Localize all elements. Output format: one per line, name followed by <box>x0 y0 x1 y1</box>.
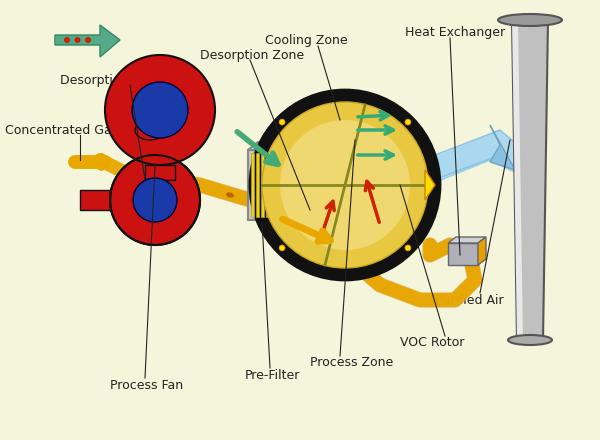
Text: Process Fan: Process Fan <box>110 378 183 392</box>
Polygon shape <box>278 142 288 220</box>
Polygon shape <box>251 153 254 217</box>
Circle shape <box>250 90 440 280</box>
Circle shape <box>105 55 215 165</box>
Ellipse shape <box>508 335 552 345</box>
Polygon shape <box>490 125 515 170</box>
Polygon shape <box>80 190 110 210</box>
Circle shape <box>110 155 200 245</box>
Circle shape <box>64 37 70 43</box>
Polygon shape <box>425 170 435 200</box>
Text: Purified Air: Purified Air <box>435 293 503 307</box>
Polygon shape <box>135 155 175 165</box>
Text: Cooling Zone: Cooling Zone <box>265 33 347 47</box>
Circle shape <box>405 119 411 125</box>
Polygon shape <box>448 237 486 243</box>
Text: Concentrated Gas: Concentrated Gas <box>5 124 118 136</box>
Ellipse shape <box>226 192 234 198</box>
Circle shape <box>262 102 428 268</box>
Circle shape <box>132 82 188 138</box>
Circle shape <box>85 37 91 43</box>
Text: Desorption Zone: Desorption Zone <box>200 48 304 62</box>
Polygon shape <box>256 153 259 217</box>
Text: Process Zone: Process Zone <box>310 356 393 369</box>
Ellipse shape <box>498 14 562 26</box>
Polygon shape <box>271 153 274 217</box>
Text: Desorption Fan: Desorption Fan <box>60 73 154 87</box>
Circle shape <box>279 119 285 125</box>
Text: Heat Exchanger: Heat Exchanger <box>405 26 505 39</box>
Polygon shape <box>248 142 288 150</box>
Ellipse shape <box>135 120 165 140</box>
Circle shape <box>279 245 285 251</box>
Circle shape <box>133 178 177 222</box>
Polygon shape <box>55 25 120 57</box>
Circle shape <box>74 37 80 43</box>
Ellipse shape <box>286 213 294 218</box>
Polygon shape <box>512 20 523 340</box>
Polygon shape <box>145 165 175 180</box>
Circle shape <box>280 120 410 250</box>
Polygon shape <box>380 130 540 205</box>
Polygon shape <box>261 153 264 217</box>
Ellipse shape <box>166 177 174 183</box>
Text: Pre-Filter: Pre-Filter <box>245 369 301 381</box>
Polygon shape <box>512 20 548 340</box>
Polygon shape <box>478 237 486 265</box>
Polygon shape <box>375 130 530 202</box>
Polygon shape <box>248 150 278 220</box>
Polygon shape <box>266 153 269 217</box>
Circle shape <box>405 245 411 251</box>
Polygon shape <box>448 243 478 265</box>
Text: VOC Rotor: VOC Rotor <box>400 335 464 348</box>
